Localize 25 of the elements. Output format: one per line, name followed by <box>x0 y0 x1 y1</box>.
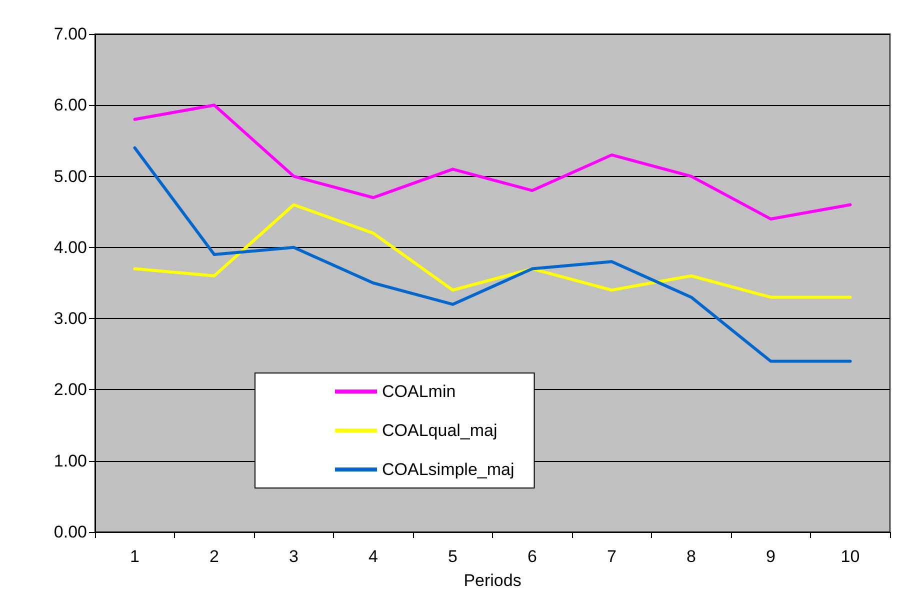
legend-label: COALqual_maj <box>382 421 498 440</box>
x-tick-label: 8 <box>686 547 696 566</box>
line-series <box>133 203 852 299</box>
y-tick-label: 2.00 <box>54 380 87 400</box>
x-tick-label: 10 <box>840 547 860 566</box>
x-tick-label: 5 <box>448 547 458 566</box>
x-tick-label: 3 <box>289 547 298 566</box>
y-tick-label: 5.00 <box>54 166 87 186</box>
x-tick-label: 7 <box>607 547 616 566</box>
y-tick-label: 4.00 <box>54 238 87 257</box>
x-axis-title: Periods <box>464 571 522 590</box>
y-tick-label: 1.00 <box>54 451 87 470</box>
y-tick-label: 3.00 <box>54 309 87 328</box>
legend-label: COALsimple_maj <box>382 460 514 479</box>
x-tick-label: 2 <box>210 547 219 566</box>
x-tick-label: 1 <box>130 547 140 566</box>
line-series <box>133 146 852 363</box>
x-tick-label: 4 <box>368 547 378 566</box>
y-tick-label: 7.00 <box>54 24 87 44</box>
y-tick-label: 6.00 <box>54 96 87 115</box>
legend-label: COALmin <box>382 382 456 401</box>
y-tick-label: 0.00 <box>54 522 87 542</box>
x-tick-label: 6 <box>528 547 537 566</box>
x-tick-label: 9 <box>766 547 776 566</box>
line-series <box>133 104 852 220</box>
